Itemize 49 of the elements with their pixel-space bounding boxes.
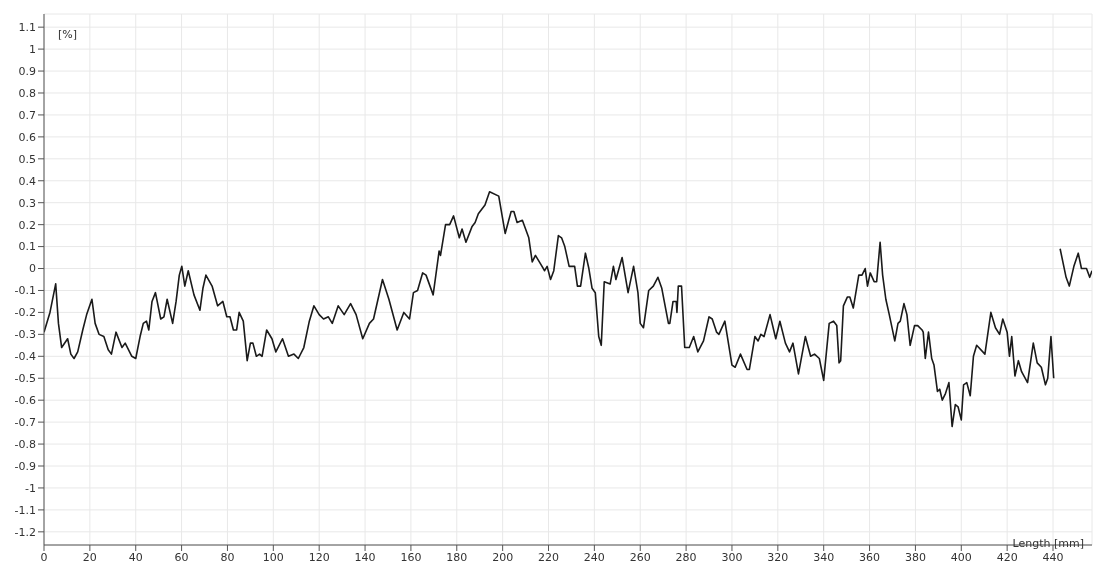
x-tick-label: 60 xyxy=(174,550,189,564)
x-tick-label: 140 xyxy=(354,550,376,564)
x-tick-label: 380 xyxy=(904,550,926,564)
y-tick-label: -0.1 xyxy=(14,284,36,298)
y-tick-label: 0.8 xyxy=(18,86,36,100)
y-tick-label: -1.1 xyxy=(14,503,36,517)
y-tick-label: 0.2 xyxy=(18,218,36,232)
x-tick-label: 340 xyxy=(813,550,835,564)
x-tick-label: 100 xyxy=(262,550,284,564)
x-tick-label: 200 xyxy=(492,550,514,564)
y-tick-label: -0.2 xyxy=(14,306,36,320)
y-tick-label: 0.3 xyxy=(18,196,36,210)
y-tick-label: -0.4 xyxy=(14,350,36,364)
y-tick-label: 0 xyxy=(29,262,36,276)
x-tick-label: 40 xyxy=(128,550,143,564)
x-tick-label: 220 xyxy=(538,550,560,564)
y-tick-label: 1 xyxy=(29,43,36,57)
y-tick-label: 1.1 xyxy=(18,21,36,35)
x-tick-label: 0 xyxy=(40,550,48,564)
x-tick-label: 280 xyxy=(675,550,697,564)
x-tick-label: 420 xyxy=(996,550,1018,564)
x-tick-label: 120 xyxy=(308,550,330,564)
y-tick-label: -0.5 xyxy=(14,372,36,386)
y-axis-title: [%] xyxy=(58,27,78,41)
y-tick-label: 0.5 xyxy=(18,152,36,166)
y-tick-label: 0.6 xyxy=(18,130,36,144)
x-tick-label: 360 xyxy=(859,550,881,564)
y-tick-label: -0.6 xyxy=(14,394,36,408)
x-tick-label: 20 xyxy=(82,550,97,564)
y-tick-label: -0.8 xyxy=(14,437,36,451)
x-axis-title: Length [mm] xyxy=(1012,537,1084,550)
y-tick-label: 0.7 xyxy=(18,108,36,122)
y-tick-label: -0.7 xyxy=(14,416,36,430)
y-tick-label: -1.2 xyxy=(14,525,36,539)
y-tick-label: 0.9 xyxy=(18,64,36,78)
x-tick-label: 160 xyxy=(400,550,422,564)
x-tick-label: 240 xyxy=(583,550,605,564)
y-tick-label: 0.1 xyxy=(18,240,36,254)
y-tick-label: -0.9 xyxy=(14,459,36,473)
x-tick-label: 300 xyxy=(721,550,743,564)
x-tick-label: 320 xyxy=(767,550,789,564)
x-tick-label: 400 xyxy=(950,550,972,564)
y-tick-label: 0.4 xyxy=(18,174,36,188)
y-tick-label: -0.3 xyxy=(14,328,36,342)
x-tick-label: 80 xyxy=(220,550,235,564)
y-tick-label: -1 xyxy=(25,481,36,495)
x-tick-label: 260 xyxy=(629,550,651,564)
x-tick-label: 180 xyxy=(446,550,468,564)
x-tick-label: 440 xyxy=(1042,550,1064,564)
